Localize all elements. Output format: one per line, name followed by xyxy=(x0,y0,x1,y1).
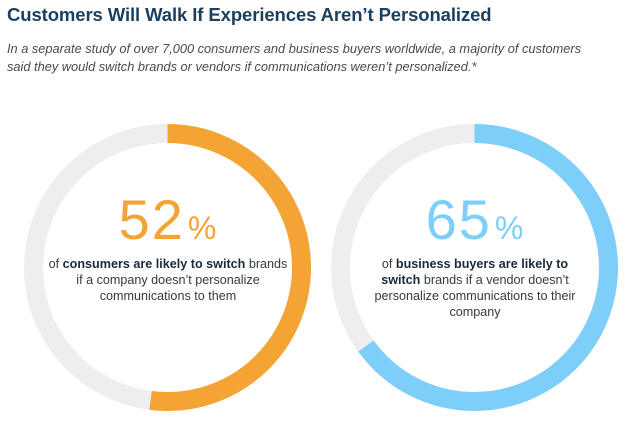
business-buyers-donut-chart: 65% of business buyers are likely to swi… xyxy=(327,120,622,415)
consumers-caption-bold: consumers are likely to switch xyxy=(62,257,246,271)
consumers-donut-arc xyxy=(24,124,311,411)
business-buyers-donut-arc xyxy=(331,124,618,411)
business-buyers-donut-svg xyxy=(331,124,618,411)
consumers-caption: of consumers are likely to switch brands… xyxy=(48,256,288,304)
business-buyers-percentage-value: 65 xyxy=(425,188,492,251)
consumers-percentage-unit: % xyxy=(187,210,217,246)
business-buyers-percentage-unit: % xyxy=(494,210,524,246)
consumers-donut-chart: 52% of consumers are likely to switch br… xyxy=(20,120,315,415)
consumers-caption-pre: of xyxy=(48,257,63,271)
page-subtitle: In a separate study of over 7,000 consum… xyxy=(7,41,582,74)
consumers-percentage: 52% xyxy=(20,192,315,248)
business-buyers-caption: of business buyers are likely to switch … xyxy=(365,256,585,320)
business-buyers-caption-post: brands if a vendor doesn’t personalize c… xyxy=(374,273,576,319)
consumers-donut-svg xyxy=(24,124,311,411)
business-buyers-caption-bold: business buyers are likely to switch xyxy=(381,257,569,287)
consumers-percentage-value: 52 xyxy=(118,188,185,251)
page-title: Customers Will Walk If Experiences Aren’… xyxy=(7,4,492,25)
consumers-caption-post: brands if a company doesn’t personalize … xyxy=(76,257,288,303)
business-buyers-percentage: 65% xyxy=(327,192,622,248)
business-buyers-caption-pre: of xyxy=(381,257,396,271)
